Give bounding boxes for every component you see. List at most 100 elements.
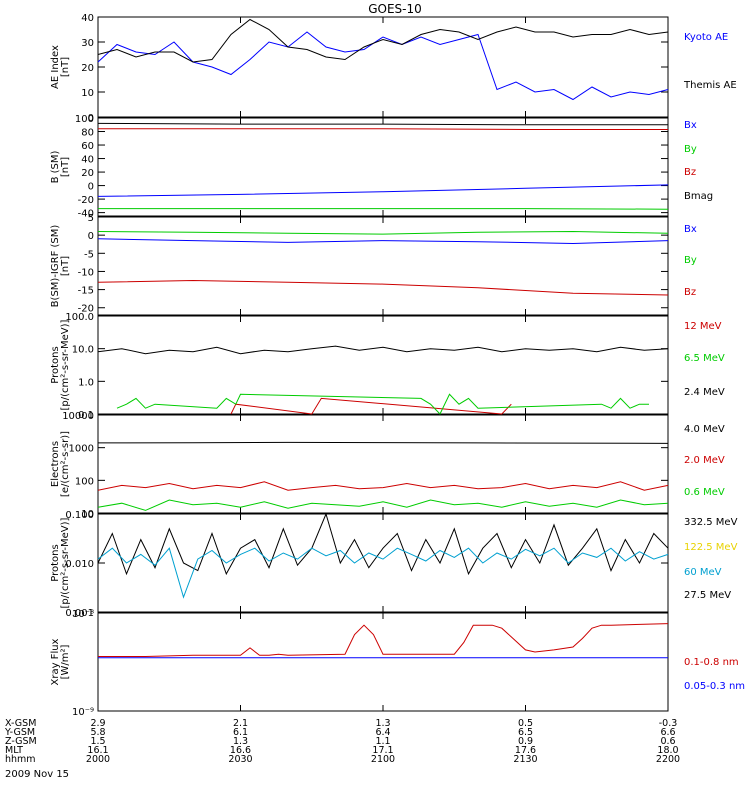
y-axis-label: [e/(cm²-s-sr)]	[60, 431, 71, 497]
legend-entry: Bz	[684, 287, 696, 298]
legend-entry: 2.0 MeV	[684, 455, 725, 466]
legend-entry: Bx	[684, 120, 697, 131]
ephem-value: 2.1	[233, 718, 248, 729]
series-line-red	[97, 481, 669, 491]
ephem-value: 6.1	[233, 727, 248, 738]
panel-3: -20 -15 -10 -5 0 5 B(SM)-IGRF (SM) [nT] Bx By Bz	[50, 213, 697, 316]
series-line-black	[97, 512, 669, 576]
ephem-value: -0.3	[659, 718, 678, 729]
y-tick-label: 10⁻⁸	[72, 609, 94, 620]
ephem-label: Z-GSM	[5, 736, 37, 747]
series-line-red	[97, 279, 669, 296]
legend-entry: By	[684, 255, 697, 266]
legend-entry: 332.5 MeV	[684, 517, 738, 528]
y-tick-label: 0	[88, 182, 94, 193]
panel-1: 0 10 20 30 40 AE Index [nT] Kyoto AE Themis AE	[50, 13, 737, 124]
ephem-label: MLT	[5, 745, 23, 756]
y-tick-label: 60	[81, 141, 94, 152]
y-axis-label: AE Index	[50, 45, 61, 89]
y-tick-label: 10⁻⁹	[72, 707, 94, 718]
y-tick-label: -20	[78, 195, 94, 206]
legend-entry: 6.5 MeV	[684, 353, 725, 364]
ephem-value: 2100	[371, 754, 395, 765]
y-axis-label: Protons	[50, 346, 61, 383]
legend-entry: 27.5 MeV	[684, 590, 731, 601]
panel-frame	[97, 414, 669, 514]
panel-frame	[97, 612, 669, 712]
series-line-green	[116, 393, 649, 415]
ephem-value: 2030	[228, 754, 252, 765]
series-line-red	[230, 397, 512, 415]
ephem-value: 2130	[513, 754, 537, 765]
panel-4: 0.1 1.0 10.0 100.0 Protons [p/(cm²-s-sr-MeV)]…	[50, 312, 725, 421]
panel-7: 10⁻⁹ 10⁻⁸ Xray Flux [W/m²] 0.1-0.8 nm 0.05-0.…	[50, 609, 745, 718]
panel-6: 0.001 0.010 0.100 Protons [p/(cm²-s-sr-MeV)]…	[50, 510, 738, 619]
legend-entry: Kyoto AE	[684, 32, 728, 43]
legend-entry: 4.0 MeV	[684, 424, 725, 435]
panel-5: 10 100 1000 10000 Electrons [e/(cm²-s-sr)] 4.0…	[50, 411, 725, 520]
legend-entry: 2.4 MeV	[684, 387, 725, 398]
ephem-label: Y-GSM	[4, 727, 35, 738]
y-tick-label: -20	[78, 304, 94, 315]
ephem-value: 17.6	[515, 745, 536, 756]
ephem-value: 16.1	[87, 745, 108, 756]
y-axis-label: [W/m²]	[60, 644, 71, 679]
ephem-value: 2000	[86, 754, 110, 765]
y-axis-label: Electrons	[50, 441, 61, 487]
series-line-green	[98, 208, 669, 210]
y-tick-label: 0	[88, 113, 94, 124]
series-line-black	[97, 122, 668, 126]
y-tick-label: 80	[81, 128, 94, 139]
y-tick-label: -5	[84, 249, 94, 260]
y-tick-label: 20	[81, 168, 94, 179]
y-tick-label: 100.0	[65, 312, 94, 323]
ephem-value: 0.9	[518, 736, 533, 747]
y-tick-label: -15	[78, 286, 94, 297]
series-line-black	[97, 18, 669, 63]
ephem-value: 6.5	[518, 727, 533, 738]
legend-entry: 0.05-0.3 nm	[684, 681, 745, 692]
y-tick-label: 0	[88, 231, 94, 242]
ephem-value: 6.4	[375, 727, 390, 738]
y-tick-label: 10	[81, 88, 94, 99]
legend-entry: 122.5 MeV	[684, 542, 738, 553]
series-line-black	[97, 345, 669, 355]
legend-entry: By	[684, 144, 697, 155]
y-axis-label: B(SM)-IGRF (SM)	[50, 225, 61, 308]
y-tick-label: 5	[88, 213, 94, 224]
ephem-value: 18.0	[657, 745, 678, 756]
legend-entry: 12 MeV	[684, 321, 722, 332]
y-tick-label: 0.1	[78, 410, 94, 421]
ephem-value: 6.6	[660, 727, 675, 738]
series-line-green	[97, 499, 669, 511]
y-tick-label: 40	[81, 13, 94, 24]
y-axis-label: Protons	[50, 544, 61, 581]
ephem-value: 2.9	[90, 718, 105, 729]
ephem-label: X-GSM	[5, 718, 36, 729]
y-tick-label: 10	[81, 509, 94, 520]
ephemeris-table: X-GSM 2.9 2.1 1.3 0.5 -0.3 Y-GSM 5.8 6.1 6.4 6.5 6.…	[4, 718, 680, 765]
y-tick-label: 30	[81, 38, 94, 49]
y-tick-label: 20	[81, 63, 94, 74]
y-tick-label: 100	[75, 114, 94, 125]
legend-entry: Bz	[684, 167, 696, 178]
ephem-value: 1.3	[233, 736, 248, 747]
y-axis-label: B (SM)	[50, 150, 61, 183]
series-line-black	[97, 441, 669, 444]
series-line-cyan	[97, 547, 669, 599]
plot-date: 2009 Nov 15	[5, 769, 69, 780]
y-axis-label: [p/(cm²-s-sr-MeV)]	[60, 517, 71, 608]
series-line-blue	[97, 184, 669, 197]
y-tick-label: 0.010	[65, 559, 94, 570]
legend-entry: Bmag	[684, 191, 713, 202]
ephem-value: 17.1	[372, 745, 393, 756]
ephem-value: 1.1	[375, 736, 390, 747]
ephem-value: 2200	[656, 754, 680, 765]
y-tick-label: -40	[78, 209, 94, 220]
y-tick-label: 40	[81, 155, 94, 166]
ephem-value: 0.6	[660, 736, 675, 747]
panel-frame	[97, 16, 669, 118]
ephem-value: 1.3	[375, 718, 390, 729]
y-tick-label: 1000	[69, 444, 94, 455]
